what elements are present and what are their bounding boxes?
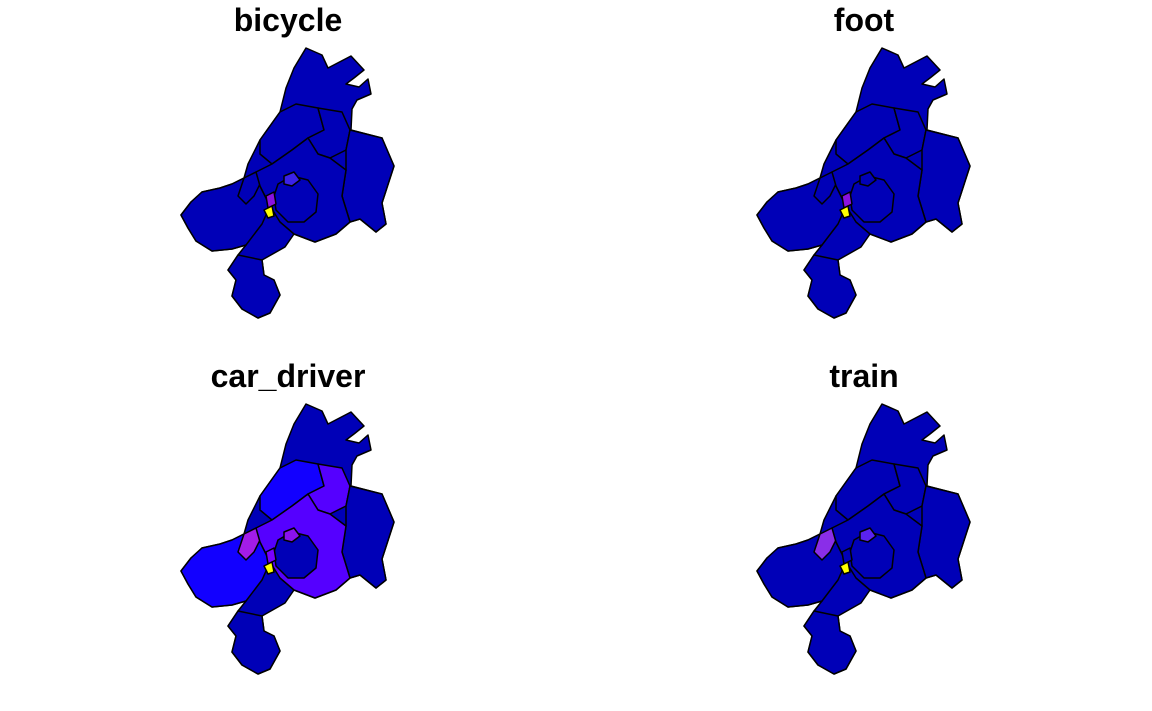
zone-accent-a bbox=[283, 171, 301, 187]
choropleth-map bbox=[180, 47, 395, 319]
panel-title: train bbox=[829, 358, 899, 394]
zone-accent-b bbox=[265, 191, 277, 209]
panel-title: car_driver bbox=[210, 358, 366, 394]
panel-title: bicycle bbox=[233, 2, 343, 38]
zone-east bbox=[341, 485, 395, 589]
zone-south bbox=[227, 254, 281, 319]
zone-south bbox=[803, 254, 857, 319]
map-panel-bicycle: bicycle bbox=[0, 0, 576, 355]
map-panel-foot: foot bbox=[576, 0, 1152, 355]
zone-accent-b bbox=[265, 547, 277, 565]
zone-south bbox=[227, 610, 281, 675]
zone-south bbox=[803, 610, 857, 675]
zone-center-hot bbox=[263, 205, 275, 219]
zone-accent-b bbox=[841, 191, 853, 209]
zone-accent-a bbox=[859, 171, 877, 187]
choropleth-map bbox=[180, 403, 395, 675]
choropleth-map bbox=[756, 403, 971, 675]
zone-east bbox=[917, 485, 971, 589]
map-panel-train: train bbox=[576, 355, 1152, 710]
zone-accent-a bbox=[283, 527, 301, 543]
choropleth-map bbox=[756, 47, 971, 319]
zone-center-hot bbox=[839, 205, 851, 219]
zone-accent-a bbox=[859, 527, 877, 543]
map-panel-car-driver: car_driver bbox=[0, 355, 576, 710]
zone-center-hot bbox=[263, 561, 275, 575]
panel-title: foot bbox=[833, 2, 895, 38]
zone-east bbox=[917, 129, 971, 233]
zone-accent-b bbox=[841, 547, 853, 565]
zone-east bbox=[341, 129, 395, 233]
zone-center-hot bbox=[839, 561, 851, 575]
